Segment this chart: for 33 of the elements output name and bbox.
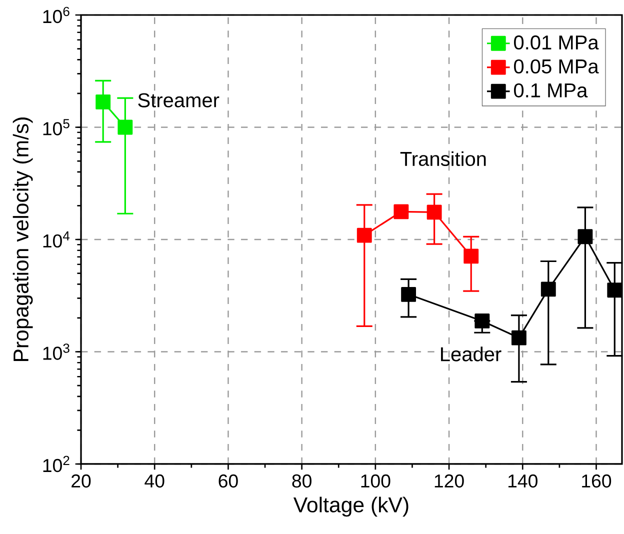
point: [394, 204, 409, 220]
x-tick-label: 160: [582, 474, 612, 488]
point: [511, 330, 526, 346]
point: [607, 282, 622, 298]
point: [540, 282, 556, 297]
y-axis-title: Propagation velocity (m/s): [12, 118, 33, 362]
x-tick-label: 60: [218, 474, 238, 488]
x-tick-label: 120: [434, 474, 464, 488]
legend-label: 0.1 MPa: [514, 83, 588, 98]
point: [578, 229, 593, 244]
x-tick-label: 80: [292, 474, 312, 488]
x-tick-label: 140: [508, 474, 538, 488]
point: [474, 314, 490, 328]
point: [118, 120, 133, 135]
y-tick-label: 10$^{5}$: [43, 119, 70, 136]
point: [356, 228, 372, 243]
x-tick-label: 20: [72, 474, 91, 488]
legend-label: 0.01 MPa: [514, 35, 599, 50]
x-tick-label: 100: [361, 474, 390, 488]
y-tick-label: 10$^{6}$: [43, 6, 70, 24]
point: [464, 248, 479, 264]
x-tick-label: 40: [144, 474, 164, 488]
annotation: Streamer: [138, 93, 220, 108]
point: [401, 286, 416, 302]
x-axis-title: Voltage (kV): [293, 496, 408, 517]
point: [96, 94, 111, 110]
point: [426, 204, 442, 220]
annotation: Transition: [400, 151, 486, 166]
annotation: Leader: [441, 346, 502, 362]
y-tick-label: 10$^{3}$: [43, 344, 70, 360]
y-tick-label: 10$^{2}$: [43, 456, 70, 472]
legend-label: 0.05 MPa: [514, 59, 599, 74]
y-tick-label: 10$^{4}$: [43, 231, 70, 248]
